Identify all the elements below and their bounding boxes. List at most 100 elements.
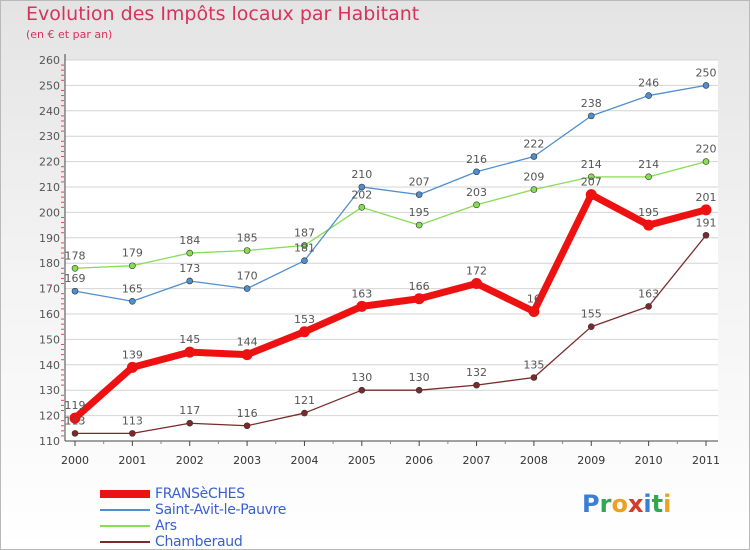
series-point [301,242,308,249]
x-tick-label: 2001 [118,454,146,467]
data-label: 116 [237,407,258,420]
series-point [585,189,597,201]
data-label: 195 [409,206,430,219]
data-label: 139 [122,348,143,361]
series-point [129,430,136,437]
data-label: 250 [696,66,717,79]
series-line-3 [74,234,707,435]
legend-swatch [100,541,150,543]
data-label: 238 [581,97,602,110]
data-label: 121 [294,394,315,407]
data-label: 130 [351,371,372,384]
x-tick-label: 2011 [692,454,720,467]
series-point [298,326,310,338]
series-point [473,381,480,389]
legend-swatch [100,509,150,511]
data-label: 155 [581,308,602,321]
y-tick-label: 110 [39,435,60,448]
series-point [186,277,194,285]
series-point [186,249,194,257]
y-tick-label: 230 [39,130,60,143]
data-label: 132 [466,366,487,379]
data-label: 163 [638,287,659,300]
x-tick-label: 2007 [463,454,491,467]
series-point [129,262,136,270]
legend-label: Ars [155,518,177,534]
y-tick-label: 220 [39,156,60,169]
series-point [243,285,251,292]
series-point [358,204,366,211]
y-tick-label: 120 [39,410,60,423]
x-tick-label: 2005 [348,454,376,467]
series-point [301,409,308,417]
logo-letter: i [643,490,652,518]
legend-swatch [100,525,150,527]
chart-title: Evolution des Impôts locaux par Habitant [26,3,420,25]
series-line-0 [71,191,710,422]
y-tick-label: 160 [39,308,60,321]
series-point [473,201,480,209]
data-label: 209 [523,171,544,184]
data-label: 203 [466,186,487,199]
series-point [243,247,251,254]
data-label: 166 [409,280,430,293]
series-point [587,323,595,331]
x-tick-label: 2002 [176,454,204,467]
y-tick-label: 130 [39,384,60,397]
series-point [645,173,652,181]
data-label: 220 [696,143,717,156]
series-point [700,204,712,216]
data-label: 207 [409,176,430,189]
legend-label: FRANSèCHES [155,486,245,502]
series-point [415,191,423,198]
data-label: 117 [179,404,200,417]
series-point [71,430,79,437]
data-label: 165 [122,282,143,295]
proxiti-logo: Proxiti [582,490,671,518]
series-point [471,278,483,290]
data-label: 119 [65,399,86,412]
data-label: 113 [65,414,86,427]
x-tick-label: 2010 [635,454,663,467]
y-tick-label: 200 [39,206,60,219]
series-point [243,422,251,430]
logo-letter: i [663,490,672,518]
series-point [643,219,655,231]
data-label: 145 [179,333,200,346]
data-label: 214 [638,158,659,171]
x-tick-label: 2009 [577,454,605,467]
series-line-2 [74,160,707,269]
data-label: 222 [523,138,544,151]
series-point [645,303,652,310]
data-label: 191 [696,216,717,229]
y-tick-label: 140 [39,359,60,372]
data-label: 172 [466,265,487,278]
logo-letter: o [611,490,628,518]
series-point [702,82,710,89]
data-label: 214 [581,158,602,171]
x-tick-label: 2004 [290,454,318,467]
data-label: 185 [237,232,258,245]
logo-letter: x [627,490,644,518]
series-point [530,374,538,381]
series-point [241,349,253,361]
series-point [473,168,480,176]
y-tick-label: 190 [39,232,60,245]
data-label: 181 [294,242,315,255]
series-line-1 [74,84,707,302]
data-label: 113 [122,414,143,427]
series-point [415,221,423,229]
series-point [587,173,595,181]
data-label: 173 [179,262,200,275]
series-point [530,186,538,193]
series-point [702,231,710,239]
x-tick-label: 2003 [233,454,261,467]
series-point [356,300,368,312]
series-point [186,419,194,427]
series-point [645,92,652,99]
y-tick-label: 180 [39,257,60,270]
x-tick-label: 2006 [405,454,433,467]
series-point [71,287,79,295]
series-point [415,386,423,394]
